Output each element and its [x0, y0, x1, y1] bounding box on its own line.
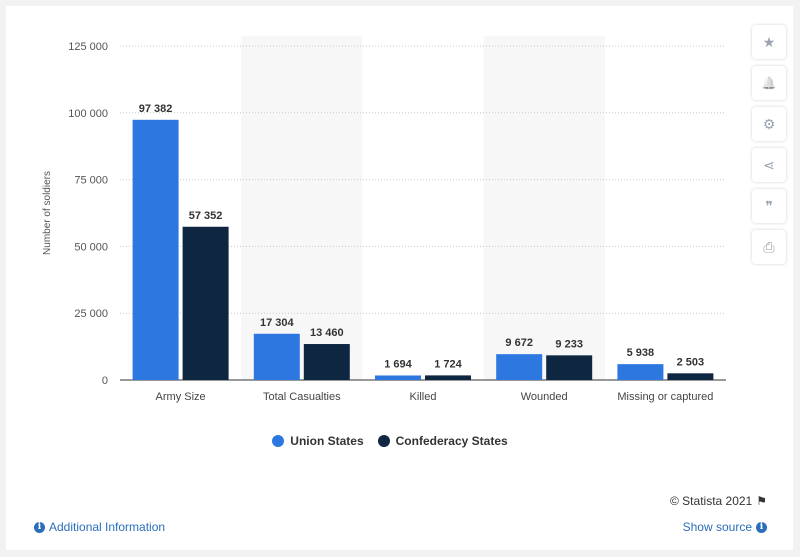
data-label: 9 672 — [505, 337, 533, 349]
bar-confederacy — [546, 355, 593, 380]
side-toolbar: ★ 🔔 ⚙ ⋖ ❞ ⎙ — [752, 25, 786, 264]
data-label: 9 233 — [555, 338, 583, 350]
gear-icon[interactable]: ⚙ — [752, 107, 786, 141]
legend-label-confederacy: Confederacy States — [395, 434, 508, 448]
legend-item-union[interactable]: Union States — [272, 434, 364, 448]
show-source-link[interactable]: Show source i — [683, 520, 767, 534]
info-icon: i — [756, 521, 767, 533]
quote-glyph: ❞ — [765, 197, 773, 214]
bar-union — [253, 333, 300, 380]
data-label: 1 724 — [434, 358, 462, 370]
gear-glyph: ⚙ — [762, 115, 776, 132]
y-tick-label: 100 000 — [68, 108, 108, 120]
bar-confederacy — [182, 226, 229, 380]
bar-confederacy — [425, 375, 471, 380]
legend: Union States Confederacy States — [6, 434, 774, 448]
bar-confederacy — [303, 344, 350, 380]
print-icon[interactable]: ⎙ — [752, 230, 786, 264]
chart-card: 0 25 000 50 000 75 000 100 000 125 000 Number … — [6, 6, 793, 550]
star-icon[interactable]: ★ — [752, 25, 786, 59]
data-label: 97 382 — [139, 103, 173, 115]
legend-swatch-confederacy — [377, 435, 390, 447]
x-tick-label: Wounded — [521, 391, 568, 403]
data-label: 57 352 — [189, 210, 223, 222]
legend-swatch-union — [272, 435, 285, 447]
x-tick-label: Missing or captured — [617, 391, 713, 403]
bar-union — [375, 375, 421, 380]
y-tick-label: 25 000 — [74, 308, 108, 320]
bar-union — [496, 354, 543, 380]
bar-union — [132, 119, 179, 381]
share-icon[interactable]: ⋖ — [752, 148, 786, 182]
x-tick-label: Killed — [410, 391, 437, 403]
additional-info-link[interactable]: i Additional Information — [34, 520, 165, 534]
print-glyph: ⎙ — [763, 238, 775, 255]
y-tick-label: 75 000 — [74, 175, 108, 187]
show-source-label: Show source — [682, 520, 752, 534]
data-label: 13 460 — [310, 327, 344, 339]
additional-info-label: Additional Information — [49, 520, 166, 534]
bell-icon[interactable]: 🔔 — [752, 66, 786, 100]
y-axis-title: Number of soldiers — [42, 171, 53, 255]
legend-item-confederacy[interactable]: Confederacy States — [377, 434, 508, 448]
x-tick-label: Total Casualties — [263, 391, 341, 403]
legend-label-union: Union States — [290, 434, 364, 448]
x-tick-label: Army Size — [156, 391, 206, 403]
info-icon: i — [34, 521, 45, 533]
category-band — [483, 36, 605, 380]
star-glyph: ★ — [762, 33, 776, 50]
flag-icon: ⚑ — [756, 494, 767, 508]
data-label: 2 503 — [677, 356, 705, 368]
y-tick-label: 50 000 — [74, 241, 108, 253]
y-tick-label: 0 — [102, 375, 108, 387]
copyright: © Statista 2021 ⚑ — [670, 494, 767, 508]
y-tick-label: 125 000 — [68, 41, 108, 53]
bell-glyph: 🔔 — [761, 76, 777, 90]
share-glyph: ⋖ — [763, 156, 775, 173]
bar-confederacy — [667, 373, 714, 380]
chart-area: 0 25 000 50 000 75 000 100 000 125 000 Number … — [42, 36, 726, 403]
data-label: 17 304 — [260, 317, 295, 329]
data-label: 5 938 — [627, 347, 655, 359]
bar-union — [617, 364, 664, 380]
quote-icon[interactable]: ❞ — [752, 189, 786, 223]
data-label: 1 694 — [384, 358, 412, 370]
category-band — [241, 36, 363, 380]
copyright-text: © Statista 2021 — [670, 494, 753, 508]
